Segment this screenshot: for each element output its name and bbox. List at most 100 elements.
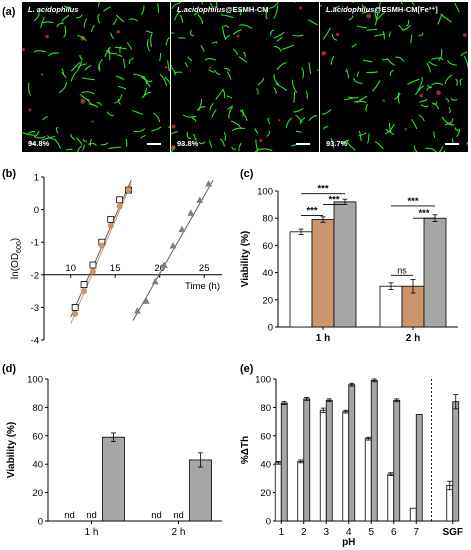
y-tick-label: 100 [257,187,273,198]
bacterium-cell [118,98,121,105]
x-category-label: 4 [346,527,352,538]
bacterium-cell [266,130,271,137]
bacterium-cell [107,47,111,61]
data-point-triangle [160,261,168,269]
bacterium-cell [353,100,367,104]
bacterium-cell [378,2,381,10]
bacterium-cell [145,30,154,34]
bacterium-cell [115,14,125,23]
bacterium-cell [197,13,204,25]
bacterium-cell [22,132,36,136]
bacterium-cell [431,57,444,61]
bacterium-cell [386,57,395,66]
y-tick-label: 0 [38,517,43,528]
bacterium-cell [295,130,302,133]
bacterium-cell [301,67,305,79]
bacterium-cell [400,2,403,5]
bacterium-cell [384,123,395,135]
data-point-square [116,196,124,204]
bacterium-cell [47,135,57,141]
bacterium-cell [174,10,181,21]
bacterium-cell [167,60,170,72]
dead-cell [22,48,25,52]
bacterium-cell [257,77,265,86]
bacterium-cell [413,145,418,152]
data-point-square [89,261,97,269]
bacterium-cell [308,62,312,75]
bacterium-cell [254,128,259,134]
dead-cell [91,120,94,123]
bacterium-cell [41,135,56,141]
y-tick-label: 0 [34,205,39,216]
bacterium-cell [389,69,394,76]
dead-cell [382,99,386,102]
bar [333,201,357,328]
bacterium-cell [209,2,213,10]
bacterium-cell [187,56,193,61]
bacterium-cell [63,5,72,9]
bacterium-cell [76,145,83,152]
bacterium-cell [239,24,253,29]
x-category-label: 5 [368,527,374,538]
nd-label: nd [64,510,75,521]
bacterium-cell [184,62,188,68]
x-category-label: 3 [323,527,329,538]
bar [297,460,305,522]
fit-line [132,180,214,321]
bacterium-cell [168,125,170,129]
data-point-triangle [133,307,141,314]
bacterium-cell [388,122,392,134]
y-axis-label: Viability (%) [240,231,251,288]
scale-bar [445,143,459,145]
dead-cell [237,34,240,38]
bacterium-cell [340,139,350,145]
bacterium-cell [143,76,151,88]
bacterium-cell [445,97,449,103]
bacterium-cell [238,56,248,63]
bacterium-cell [431,82,444,86]
micrograph-3-percentage: 93.7% [326,139,348,148]
bacterium-cell [159,74,167,87]
panel-label: (b) [2,168,16,180]
bacterium-cell [239,109,248,122]
bacterium-cell [48,52,60,56]
bacterium-cell [100,142,108,146]
bacterium-cell [227,105,233,110]
panel-label: (e) [240,363,254,375]
bacterium-cell [444,123,455,126]
bacterium-cell [193,11,199,16]
bacterium-cell [437,13,443,25]
bacterium-cell [420,104,429,108]
bacterium-cell [440,13,452,23]
bacterium-cell [226,71,232,80]
bacterium-cell [374,12,379,26]
micrograph-3-title: L.acidophilus@ESMH-CM[Fe³⁺] [326,5,438,14]
bacterium-cell [77,63,87,68]
y-tick-label: 1 [34,173,39,184]
x-category-label: SGF [442,527,463,538]
x-tick-label: 15 [110,263,121,274]
panel-a-label: (a) [2,6,16,18]
bacterium-cell [456,128,461,138]
bacterium-cell [293,91,296,104]
bacterium-cell [450,97,458,101]
bacterium-cell [125,138,128,147]
bacterium-cell [273,31,285,39]
bacterium-cell [238,9,242,16]
bacterium-cell [97,13,100,24]
bacterium-cell [29,140,36,145]
bacterium-cell [358,130,362,142]
bacterium-cell [81,77,95,81]
bacterium-cell [405,20,410,27]
bacterium-cell [191,117,197,122]
bacterium-cell [114,46,128,50]
dead-cell [436,90,441,95]
bacterium-cell [443,150,446,152]
bacterium-cell [89,139,92,147]
bacterium-cell [215,88,225,100]
y-tick-label: -3 [31,303,39,314]
bacterium-cell [42,116,48,121]
bacterium-cell [141,91,152,99]
bar [446,485,454,522]
micrograph-cells [320,2,468,152]
